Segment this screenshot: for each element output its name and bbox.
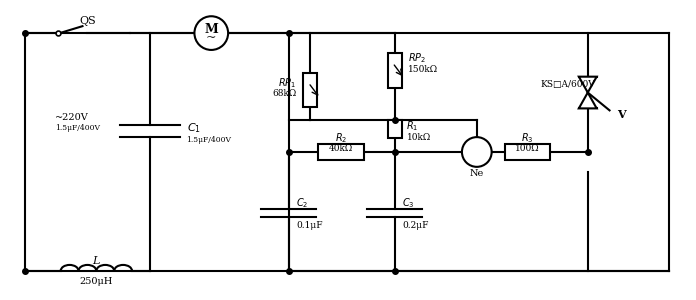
Text: QS: QS xyxy=(79,16,96,26)
Text: 100Ω: 100Ω xyxy=(515,143,539,152)
Polygon shape xyxy=(579,92,596,108)
Circle shape xyxy=(194,16,228,50)
Bar xyxy=(388,120,402,138)
Text: Ne: Ne xyxy=(470,169,484,178)
Text: $C_2$: $C_2$ xyxy=(296,196,309,210)
Text: 68kΩ: 68kΩ xyxy=(272,89,296,98)
Text: 150kΩ: 150kΩ xyxy=(409,65,438,74)
Bar xyxy=(318,144,364,160)
Text: $R_2$: $R_2$ xyxy=(335,131,347,145)
Text: 0.1μF: 0.1μF xyxy=(296,221,323,230)
Text: V: V xyxy=(617,109,626,120)
Text: 1.5μF/400V: 1.5μF/400V xyxy=(55,124,100,132)
Text: $C_1$: $C_1$ xyxy=(187,121,200,135)
Text: $R_3$: $R_3$ xyxy=(521,131,534,145)
Text: 250μH: 250μH xyxy=(79,277,113,286)
Text: $RP_1$: $RP_1$ xyxy=(278,76,296,89)
Circle shape xyxy=(462,137,491,167)
Text: 10kΩ: 10kΩ xyxy=(406,133,431,142)
Text: $C_3$: $C_3$ xyxy=(402,196,415,210)
Text: $RP_2$: $RP_2$ xyxy=(409,51,427,65)
Text: $R_1$: $R_1$ xyxy=(406,119,419,133)
Text: 40kΩ: 40kΩ xyxy=(329,143,353,152)
Bar xyxy=(505,144,550,160)
Bar xyxy=(388,53,402,88)
Text: M: M xyxy=(205,22,218,36)
Text: ~220V: ~220V xyxy=(55,113,88,122)
Text: KS□A/600V: KS□A/600V xyxy=(540,80,595,89)
Text: 0.2μF: 0.2μF xyxy=(402,221,429,230)
Text: L: L xyxy=(93,256,100,266)
Text: 1.5μF/400V: 1.5μF/400V xyxy=(187,136,232,144)
Text: ~: ~ xyxy=(206,32,216,44)
Polygon shape xyxy=(579,77,596,92)
Bar xyxy=(303,73,317,107)
